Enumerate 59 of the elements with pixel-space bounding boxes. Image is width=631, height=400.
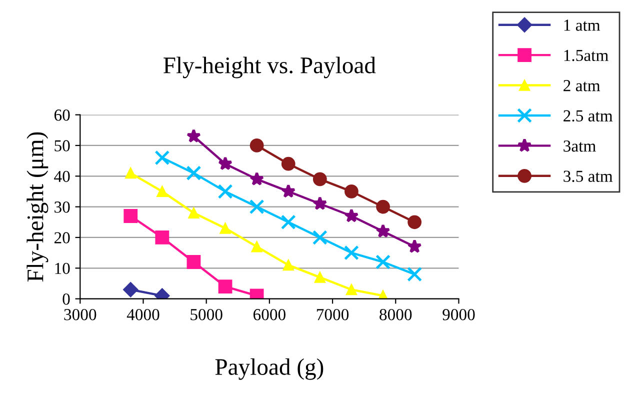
y-tick-label: 20 [54,232,70,244]
point [280,214,296,230]
point [220,222,231,234]
x-tick-label: 3000 [64,309,96,320]
point [344,208,359,222]
legend-label: 2.5 atm [564,110,613,122]
point [376,254,391,270]
legend-label: 3.5 atm [564,170,613,182]
point [344,184,358,198]
point [312,230,328,245]
point [249,199,264,214]
point [312,196,328,210]
point [376,224,390,238]
y-tick-label: 50 [54,140,70,152]
point [281,156,296,171]
point [154,150,170,166]
x-tick-label: 5000 [190,309,222,320]
point [218,280,232,294]
point [186,128,201,143]
legend-label: 2 atm [564,80,600,92]
point [251,241,262,252]
point [407,266,422,282]
legend-label: 1.5atm [564,50,608,62]
point [344,245,359,260]
point [186,255,201,269]
point [408,215,422,230]
x-tick-label: 6000 [253,309,286,320]
point [218,156,232,170]
point [250,172,264,186]
legend-label: 1 atm [564,20,600,31]
y-tick-label: 10 [55,262,70,274]
point [250,138,264,152]
point [125,168,136,179]
point [186,166,202,181]
x-axis-title: Payload (g) [215,358,324,380]
point [281,184,296,198]
x-tick-label: 7000 [316,309,349,320]
y-tick-label: 60 [54,110,70,121]
y-axis-title: Fly-height (μm) [26,132,48,282]
point [312,172,327,186]
legend-label: 3atm [564,140,596,152]
point [188,207,200,218]
x-tick-label: 8000 [380,309,412,320]
point [124,209,138,223]
point [218,184,233,199]
y-tick-label: 30 [54,202,70,213]
y-tick-label: 0 [62,294,70,305]
x-tick-label: 9000 [442,309,475,320]
point [314,272,326,283]
point [155,230,170,244]
point [156,186,168,198]
x-tick-label: 4000 [126,309,160,320]
y-tick-label: 40 [54,170,70,182]
point [407,239,422,253]
point [346,284,358,296]
point [282,260,294,271]
chart-title: Fly-height vs. Payload [164,56,376,78]
point [123,282,138,298]
point [376,200,390,214]
